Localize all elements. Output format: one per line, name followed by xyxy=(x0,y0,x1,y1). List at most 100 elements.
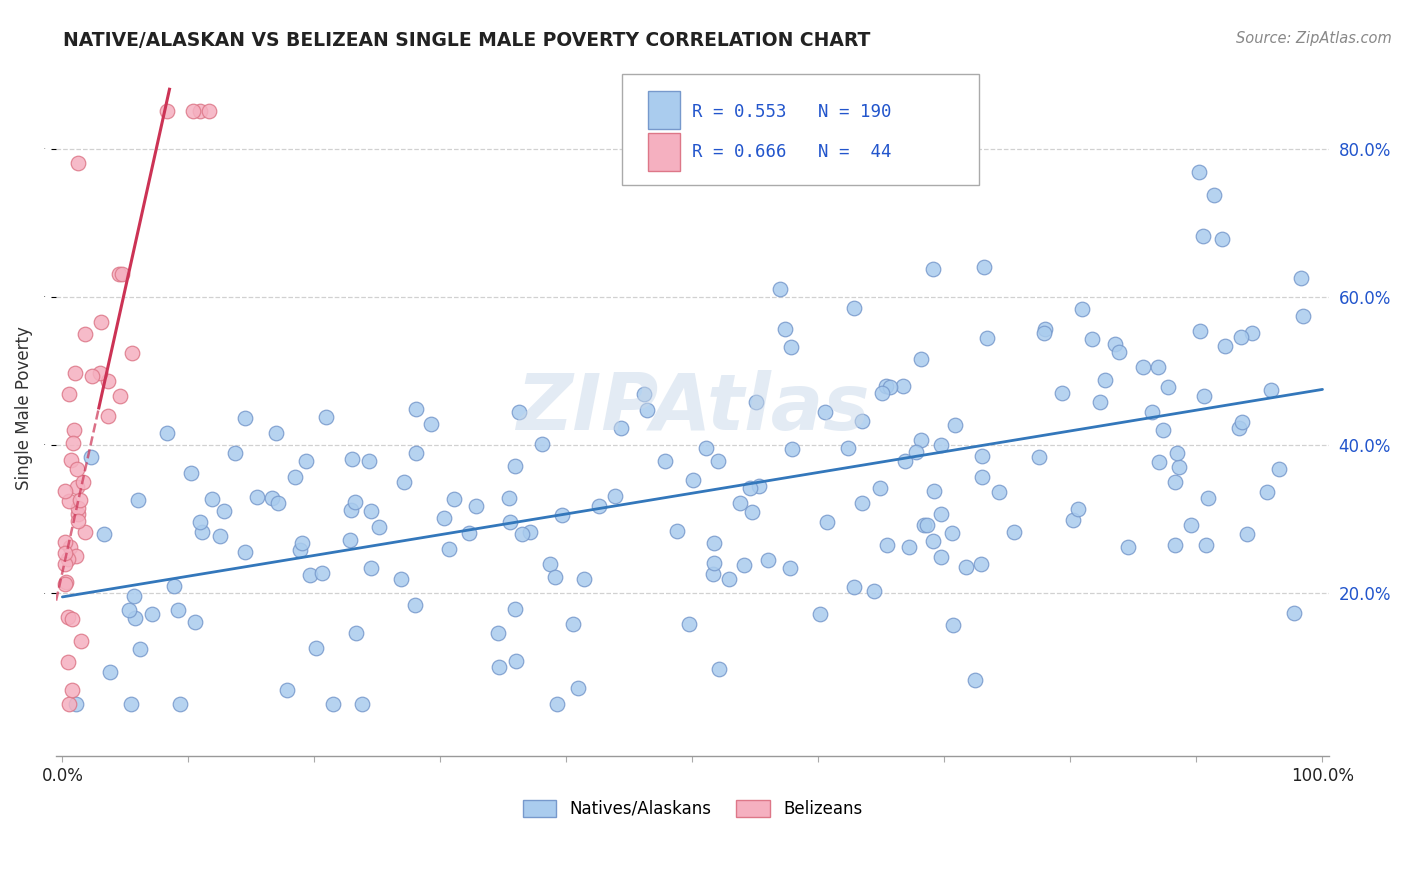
Point xyxy=(498,491,520,506)
Text: ZIPAtlas: ZIPAtlas xyxy=(516,370,869,446)
Text: Source: ZipAtlas.com: Source: ZipAtlas.com xyxy=(1236,31,1392,46)
Point xyxy=(814,405,837,419)
Point xyxy=(62,436,84,450)
Point xyxy=(512,527,534,541)
Point xyxy=(1268,462,1291,476)
Point xyxy=(108,389,131,403)
Point xyxy=(420,417,443,431)
Point xyxy=(1282,606,1305,620)
Point xyxy=(610,421,633,435)
Point xyxy=(163,579,186,593)
Point xyxy=(67,507,90,521)
Point xyxy=(863,584,886,599)
Point xyxy=(405,401,427,416)
Point xyxy=(636,403,658,417)
Point xyxy=(1195,538,1218,552)
Point xyxy=(837,441,859,455)
Point xyxy=(666,524,689,538)
Point xyxy=(360,560,382,574)
Point xyxy=(508,405,530,419)
Point xyxy=(1289,271,1312,285)
Point xyxy=(181,104,204,119)
Point xyxy=(340,451,363,466)
Point xyxy=(970,470,993,484)
Point xyxy=(1132,359,1154,374)
Point xyxy=(1191,229,1213,244)
Point xyxy=(311,566,333,580)
Point xyxy=(972,449,994,463)
Point xyxy=(1188,165,1211,179)
Point xyxy=(551,508,574,522)
Point xyxy=(1192,389,1215,403)
Point xyxy=(124,589,146,603)
Point xyxy=(603,489,626,503)
FancyBboxPatch shape xyxy=(648,91,679,129)
Point xyxy=(1213,339,1236,353)
Point xyxy=(121,346,143,360)
Point xyxy=(58,387,80,401)
Point xyxy=(574,573,596,587)
Point xyxy=(443,491,465,506)
Point xyxy=(519,524,541,539)
Point xyxy=(264,426,287,441)
Point xyxy=(875,378,897,392)
Point xyxy=(360,504,382,518)
Point xyxy=(117,603,139,617)
Point xyxy=(58,610,80,624)
Point xyxy=(633,386,655,401)
Point xyxy=(876,538,898,552)
Point xyxy=(62,682,84,697)
Point xyxy=(90,315,112,329)
Point xyxy=(1002,525,1025,540)
Point xyxy=(929,438,952,452)
Point xyxy=(66,156,89,170)
Point xyxy=(1147,455,1170,469)
Point xyxy=(1028,450,1050,464)
Point xyxy=(851,414,873,428)
Point xyxy=(56,552,79,566)
Point xyxy=(538,557,561,571)
Point xyxy=(703,556,725,570)
Point xyxy=(775,321,797,335)
Point xyxy=(141,607,163,622)
Point xyxy=(405,446,427,460)
Point xyxy=(808,607,831,621)
Point xyxy=(53,545,76,559)
Point xyxy=(1188,324,1211,338)
Point xyxy=(870,386,893,401)
Point xyxy=(1167,459,1189,474)
Point xyxy=(368,519,391,533)
Point xyxy=(267,496,290,510)
Point xyxy=(561,617,583,632)
Point xyxy=(260,491,283,505)
Point xyxy=(198,104,221,119)
Point xyxy=(69,493,91,508)
Point xyxy=(1211,232,1233,246)
Point xyxy=(1157,380,1180,394)
Point xyxy=(1081,332,1104,346)
Point xyxy=(67,514,90,528)
Point xyxy=(1032,326,1054,340)
Point xyxy=(184,615,207,629)
Point xyxy=(295,453,318,467)
Point xyxy=(1071,301,1094,316)
Point xyxy=(404,598,426,612)
Point xyxy=(912,518,935,533)
Point xyxy=(63,423,86,437)
Point xyxy=(70,634,93,648)
Point xyxy=(339,533,361,547)
Point xyxy=(212,504,235,518)
Point xyxy=(779,340,801,354)
Point xyxy=(97,409,120,424)
Point xyxy=(392,475,415,490)
Point xyxy=(1180,517,1202,532)
Point xyxy=(67,500,90,515)
Point xyxy=(488,660,510,674)
Point xyxy=(815,516,838,530)
Point xyxy=(53,534,76,549)
Point xyxy=(1166,446,1188,460)
Point xyxy=(988,485,1011,500)
Point xyxy=(80,368,103,383)
Point xyxy=(291,535,314,549)
Point xyxy=(63,366,86,380)
